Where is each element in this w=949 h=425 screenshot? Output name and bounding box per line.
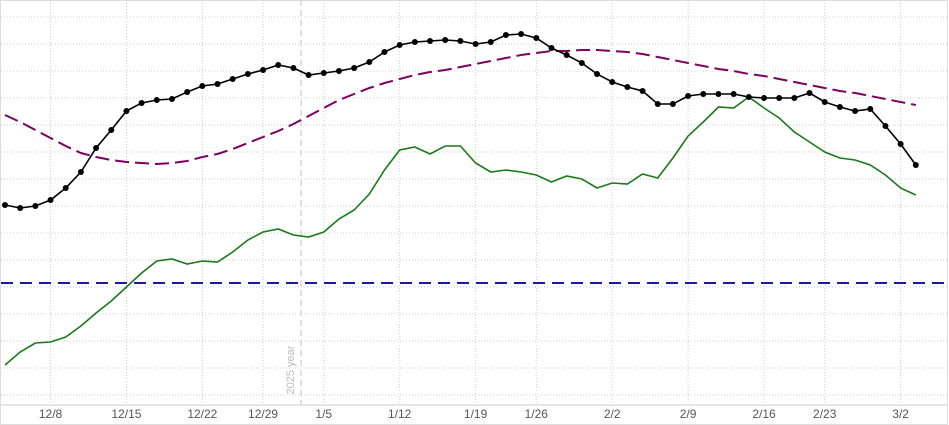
data-point (609, 79, 616, 85)
year-marker-label: 2025 year (285, 345, 297, 394)
data-point (2, 202, 8, 208)
data-point (715, 91, 722, 97)
data-point (548, 45, 555, 51)
x-tick-label: 12/15 (111, 407, 141, 421)
data-point (730, 91, 737, 97)
data-point (32, 203, 39, 209)
data-point (108, 127, 115, 133)
data-point (624, 84, 631, 90)
data-point (685, 93, 692, 99)
data-point (351, 65, 358, 71)
data-point (411, 39, 418, 45)
data-point (366, 59, 373, 65)
data-point (472, 41, 479, 47)
data-point (912, 162, 919, 168)
data-point (290, 65, 297, 71)
data-point (442, 37, 449, 43)
data-point (639, 88, 646, 94)
data-point (806, 90, 813, 96)
data-point (260, 67, 267, 73)
data-point (335, 68, 342, 74)
x-tick-label: 12/22 (187, 407, 217, 421)
data-point (487, 39, 494, 45)
x-tick-label: 1/5 (315, 407, 332, 421)
x-tick-label: 2/16 (752, 407, 776, 421)
data-point (214, 81, 221, 87)
data-point (745, 94, 752, 100)
data-point (852, 108, 859, 114)
data-point (654, 101, 661, 107)
data-point (563, 52, 570, 58)
data-point (897, 141, 904, 147)
data-point (427, 38, 434, 44)
data-point (669, 101, 676, 107)
data-point (776, 95, 783, 101)
x-tick-label: 2/9 (680, 407, 697, 421)
data-point (381, 49, 388, 55)
data-point (533, 35, 540, 41)
data-point (502, 32, 509, 38)
data-point (867, 106, 874, 112)
x-tick-label: 2/23 (813, 407, 837, 421)
data-point (578, 60, 585, 66)
data-point (457, 38, 464, 44)
data-point (138, 100, 145, 106)
data-point (244, 71, 251, 77)
x-tick-label: 1/12 (388, 407, 412, 421)
series-line (4, 49, 916, 166)
data-point (836, 104, 843, 110)
data-point (77, 169, 84, 175)
data-point (123, 108, 130, 114)
data-point (700, 91, 707, 97)
data-point (62, 185, 69, 191)
data-point (882, 123, 889, 129)
data-point (761, 95, 767, 101)
data-point (305, 72, 312, 78)
x-tick-label: 1/26 (525, 407, 549, 421)
x-tick-label: 3/2 (892, 407, 909, 421)
data-point (168, 96, 175, 102)
data-point (594, 71, 601, 77)
data-point (275, 62, 282, 68)
data-point (396, 42, 403, 48)
x-tick-label: 12/8 (39, 407, 63, 421)
data-point (791, 95, 798, 101)
x-tick-label: 12/29 (248, 407, 278, 421)
data-point (821, 99, 828, 105)
data-point (93, 145, 100, 151)
series-line (4, 96, 917, 366)
data-point (184, 89, 191, 95)
data-point (153, 97, 160, 103)
data-point (229, 76, 236, 82)
data-point (199, 83, 206, 89)
data-point (518, 31, 525, 37)
x-tick-label: 1/19 (464, 407, 488, 421)
x-tick-label: 2/2 (604, 407, 621, 421)
data-point (320, 70, 327, 76)
data-point (47, 197, 54, 203)
data-point (17, 205, 24, 211)
